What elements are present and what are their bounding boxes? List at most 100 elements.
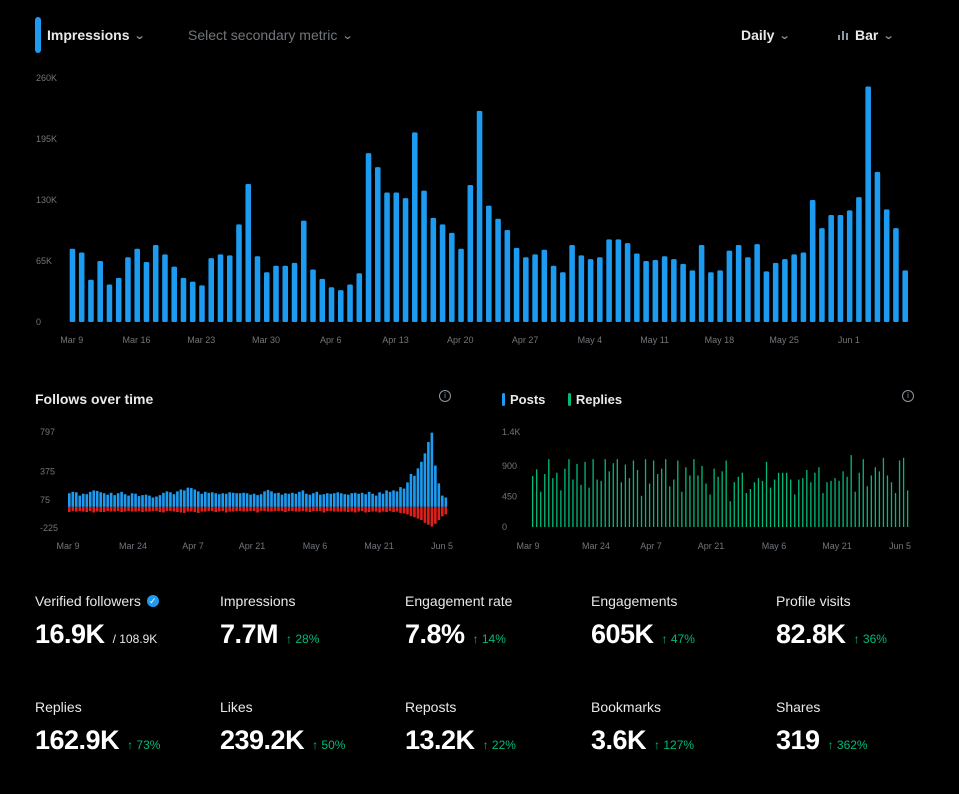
- impressions-bar: [809, 200, 816, 322]
- info-icon[interactable]: i: [902, 390, 914, 402]
- metric-reposts[interactable]: Reposts 13.2K ↑ 22%: [405, 699, 585, 756]
- metric-replies[interactable]: Replies 162.9K ↑ 73%: [35, 699, 215, 756]
- unfollows-bar: [263, 506, 266, 512]
- x-tick-label: May 21: [822, 541, 852, 551]
- follows-bar: [183, 490, 186, 507]
- impressions-bar: [97, 261, 103, 322]
- unfollows-bar: [196, 506, 200, 513]
- unfollows-bar: [420, 506, 423, 521]
- primary-metric-select[interactable]: Impressions ⌄: [47, 27, 146, 43]
- replies-bar: [624, 464, 627, 527]
- replies-bar: [536, 469, 538, 527]
- unfollows-bar: [280, 506, 284, 512]
- impressions-bar: [643, 261, 649, 322]
- impressions-bar: [189, 281, 196, 322]
- metric-value-row: 3.6K ↑ 127%: [591, 725, 771, 756]
- unfollows-bar: [298, 506, 301, 512]
- replies-bar: [798, 479, 800, 527]
- impressions-bar: [245, 184, 252, 322]
- metric-value-row: 162.9K ↑ 73%: [35, 725, 215, 756]
- unfollows-bar: [176, 506, 179, 513]
- metric-profile-visits[interactable]: Profile visits 82.8K ↑ 36%: [776, 593, 956, 650]
- metric-delta: ↑ 362%: [827, 738, 868, 752]
- impressions-bar: [393, 192, 400, 322]
- info-icon[interactable]: i: [439, 390, 451, 402]
- follows-bar: [385, 490, 388, 507]
- unfollows-bar: [399, 506, 402, 513]
- unfollows-bar: [109, 506, 113, 512]
- follows-bar: [277, 492, 280, 507]
- unfollows-bar: [374, 506, 378, 512]
- impressions-bar: [152, 245, 159, 322]
- follows-bar: [336, 492, 340, 507]
- follows-bar: [270, 491, 273, 507]
- replies-bar: [834, 478, 836, 527]
- replies-bar: [794, 494, 796, 527]
- unfollows-bar: [308, 506, 312, 513]
- metric-likes[interactable]: Likes 239.2K ↑ 50%: [220, 699, 400, 756]
- legend-posts[interactable]: Posts: [502, 392, 545, 407]
- unfollows-bar: [259, 506, 263, 512]
- metric-bookmarks[interactable]: Bookmarks 3.6K ↑ 127%: [591, 699, 771, 756]
- unfollows-bar: [203, 506, 207, 512]
- metric-verified-followers[interactable]: Verified followers ✓ 16.9K / 108.9K: [35, 593, 215, 650]
- impressions-bar: [791, 254, 797, 322]
- follows-bar: [127, 495, 130, 507]
- metric-delta: ↑ 14%: [472, 632, 506, 646]
- follows-bar: [81, 493, 85, 507]
- metric-impressions[interactable]: Impressions 7.7M ↑ 28%: [220, 593, 400, 650]
- follows-bar: [319, 494, 322, 507]
- impressions-bar: [467, 184, 474, 322]
- follows-bar: [399, 487, 402, 507]
- metric-value-row: 82.8K ↑ 36%: [776, 619, 956, 650]
- follows-bar: [176, 491, 179, 507]
- replies-bar: [906, 490, 909, 527]
- follows-bar: [364, 494, 367, 507]
- x-tick-label: Jun 5: [431, 541, 453, 551]
- x-tick-label: Apr 6: [320, 335, 342, 345]
- x-tick-label: Apr 27: [512, 335, 539, 345]
- legend-replies[interactable]: Replies: [567, 392, 622, 407]
- interval-select[interactable]: Daily ⌄: [741, 27, 791, 43]
- legend-swatch-replies: [567, 393, 571, 406]
- metric-engagement-rate[interactable]: Engagement rate 7.8% ↑ 14%: [405, 593, 585, 650]
- bar-chart-icon: [838, 31, 848, 40]
- follows-bar: [203, 491, 207, 507]
- impressions-bar: [902, 270, 908, 322]
- replies-bar: [886, 475, 889, 527]
- impressions-bar: [310, 269, 316, 322]
- x-tick-label: Jun 5: [889, 541, 911, 551]
- replies-bar: [592, 459, 594, 527]
- replies-bar: [745, 493, 747, 527]
- replies-bar: [858, 472, 860, 527]
- unfollows-bar: [332, 506, 336, 512]
- unfollows-bar: [127, 506, 130, 512]
- x-tick-label: Mar 24: [119, 541, 147, 551]
- follows-bar: [221, 493, 225, 507]
- unfollows-bar: [434, 506, 437, 524]
- replies-bar: [532, 476, 534, 527]
- metric-label-row: Verified followers ✓: [35, 593, 215, 609]
- follows-bar: [350, 493, 353, 507]
- replies-bar: [669, 486, 671, 527]
- metric-label: Shares: [776, 699, 821, 715]
- follows-bar: [102, 493, 106, 507]
- replies-bar: [713, 468, 715, 527]
- chart-type-select[interactable]: Bar ⌄: [838, 27, 895, 43]
- x-tick-label: Apr 7: [640, 541, 662, 551]
- replies-bar: [874, 467, 877, 527]
- replies-bar: [632, 460, 635, 527]
- follows-bar: [392, 490, 395, 507]
- secondary-metric-select[interactable]: Select secondary metric ⌄: [188, 27, 354, 43]
- interval-label: Daily: [741, 27, 775, 43]
- unfollows-bar: [270, 506, 273, 512]
- posts-replies-chart: 0 450 900 1.4K Mar 9 Mar 24 Apr 7 Apr 21 May 6 Ma…: [502, 427, 911, 551]
- metric-engagements[interactable]: Engagements 605K ↑ 47%: [591, 593, 771, 650]
- metric-shares[interactable]: Shares 319 ↑ 362%: [776, 699, 956, 756]
- follows-bar: [427, 442, 430, 507]
- follows-bar: [134, 493, 137, 507]
- replies-bar: [761, 480, 764, 527]
- x-tick-label: May 4: [578, 335, 603, 345]
- replies-bar: [898, 460, 901, 527]
- replies-bar: [560, 490, 562, 527]
